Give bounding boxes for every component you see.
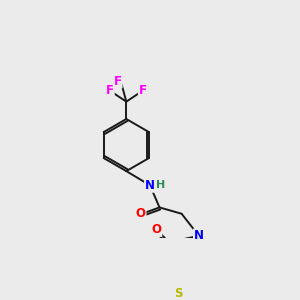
Text: F: F [139,84,147,97]
Text: F: F [114,75,122,88]
Text: F: F [106,84,114,97]
Text: O: O [136,207,146,220]
Text: S: S [174,287,183,300]
Text: N: N [194,229,204,242]
Text: H: H [156,180,166,190]
Text: O: O [151,223,161,236]
Text: N: N [145,179,155,192]
